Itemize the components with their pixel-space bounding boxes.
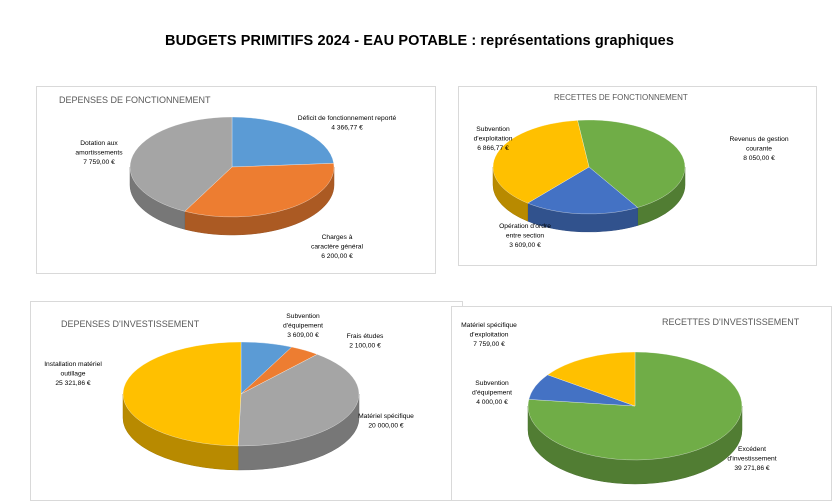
chart-panel-depenses-investissement: DEPENSES D'INVESTISSEMENT Subvention d'éq… [30,301,463,501]
data-label: Subvention d'exploitation 6 866,77 € [474,126,513,152]
pie-slice [238,354,360,447]
data-label: Subvention d'équipement 3 609,00 € [283,313,323,339]
chart-title: DEPENSES DE FONCTIONNEMENT [59,95,211,105]
data-label: Subvention d'équipement 4 000,00 € [472,380,512,406]
pie-slice [184,163,335,218]
pie-slice [122,341,242,447]
data-label: Revenus de gestion courante 8 050,00 € [729,136,788,162]
chart-panel-depenses-fonctionnement: DEPENSES DE FONCTIONNEMENT Déficit de fo… [36,86,436,274]
pie-slice [492,120,590,204]
chart-title: DEPENSES D'INVESTISSEMENT [61,319,200,329]
chart-panel-recettes-investissement: RECETTES D'INVESTISSEMENT Excédent d'inve… [451,306,832,501]
data-label: Frais études 2 100,00 € [347,333,384,350]
pie-chart: Excédent d'investissement 39 271,86 € Subve… [461,322,777,485]
page-title: BUDGETS PRIMITIFS 2024 - EAU POTABLE : r… [165,33,674,49]
pie-slice [129,116,233,212]
data-label: Charges à caractère général 6 200,00 € [311,234,364,260]
pie-slice [527,166,638,215]
data-label: Dotation aux amortissements 7 759,00 € [75,140,123,166]
pie-slice [231,116,334,168]
pie-chart: Déficit de fonctionnement reporté 4 366,7… [75,115,397,260]
pie-slice [547,351,636,407]
chart-title: RECETTES DE FONCTIONNEMENT [554,93,688,102]
pie-chart: Subvention d'équipement 3 609,00 € Frais ét… [44,313,414,471]
chart-title: RECETTES D'INVESTISSEMENT [662,317,800,327]
pie-chart: Revenus de gestion courante 8 050,00 € Opér… [474,119,789,249]
data-label: Installation matériel outillage 25 321,86 … [44,361,102,387]
chart-panel-recettes-fonctionnement: RECETTES DE FONCTIONNEMENT Revenus de ge… [458,86,817,266]
data-label: Matériel spécifique 20 000,00 € [358,413,414,430]
data-label: Déficit de fonctionnement reporté 4 366,7… [298,115,397,132]
pie-slice [577,119,686,208]
data-label: Opération d'ordre entre section 3 609,00 € [499,223,551,249]
data-label: Matériel spécifique d'exploitation 7 759,0… [461,322,517,348]
data-label: Excédent d'investissement 39 271,86 € [727,446,776,472]
